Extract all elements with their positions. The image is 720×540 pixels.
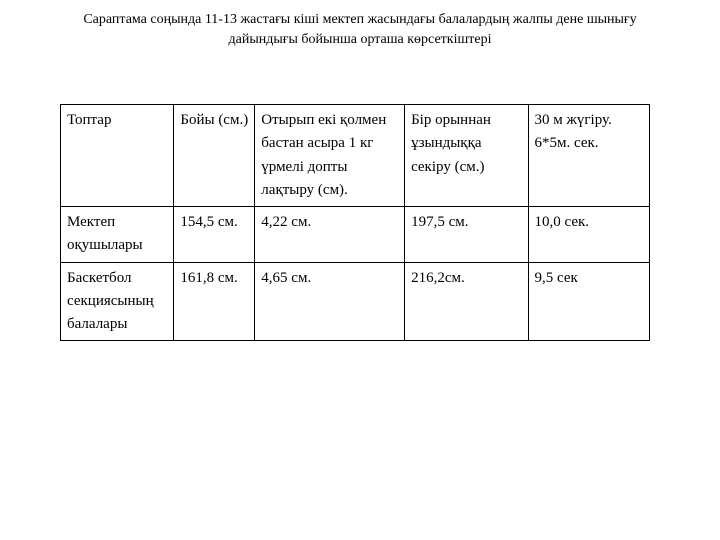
table-row: Мектеп оқушылары 154,5 см. 4,22 см. 197,… (61, 207, 650, 263)
table-cell: 4,22 см. (255, 207, 405, 263)
table-header-row: Топтар Бойы (см.) Отырып екі қолмен баст… (61, 105, 650, 207)
header-cell: Отырып екі қолмен бастан асыра 1 кг үрме… (255, 105, 405, 207)
row-label: Баскетбол секциясының балалары (61, 262, 174, 341)
row-label: Мектеп оқушылары (61, 207, 174, 263)
page-title: Сараптама соңында 11-13 жастағы кіші мек… (40, 10, 680, 49)
header-cell: Бойы (см.) (174, 105, 255, 207)
table-cell: 9,5 сек (528, 262, 649, 341)
table-cell: 216,2см. (405, 262, 528, 341)
table-cell: 161,8 см. (174, 262, 255, 341)
table-cell: 4,65 см. (255, 262, 405, 341)
data-table: Топтар Бойы (см.) Отырып екі қолмен баст… (60, 104, 650, 341)
table-cell: 10,0 сек. (528, 207, 649, 263)
table-cell: 197,5 см. (405, 207, 528, 263)
header-cell: 30 м жүгіру. 6*5м. сек. (528, 105, 649, 207)
header-cell: Топтар (61, 105, 174, 207)
table-row: Баскетбол секциясының балалары 161,8 см.… (61, 262, 650, 341)
header-cell: Бір орыннан ұзындыққа секіру (см.) (405, 105, 528, 207)
table-cell: 154,5 см. (174, 207, 255, 263)
